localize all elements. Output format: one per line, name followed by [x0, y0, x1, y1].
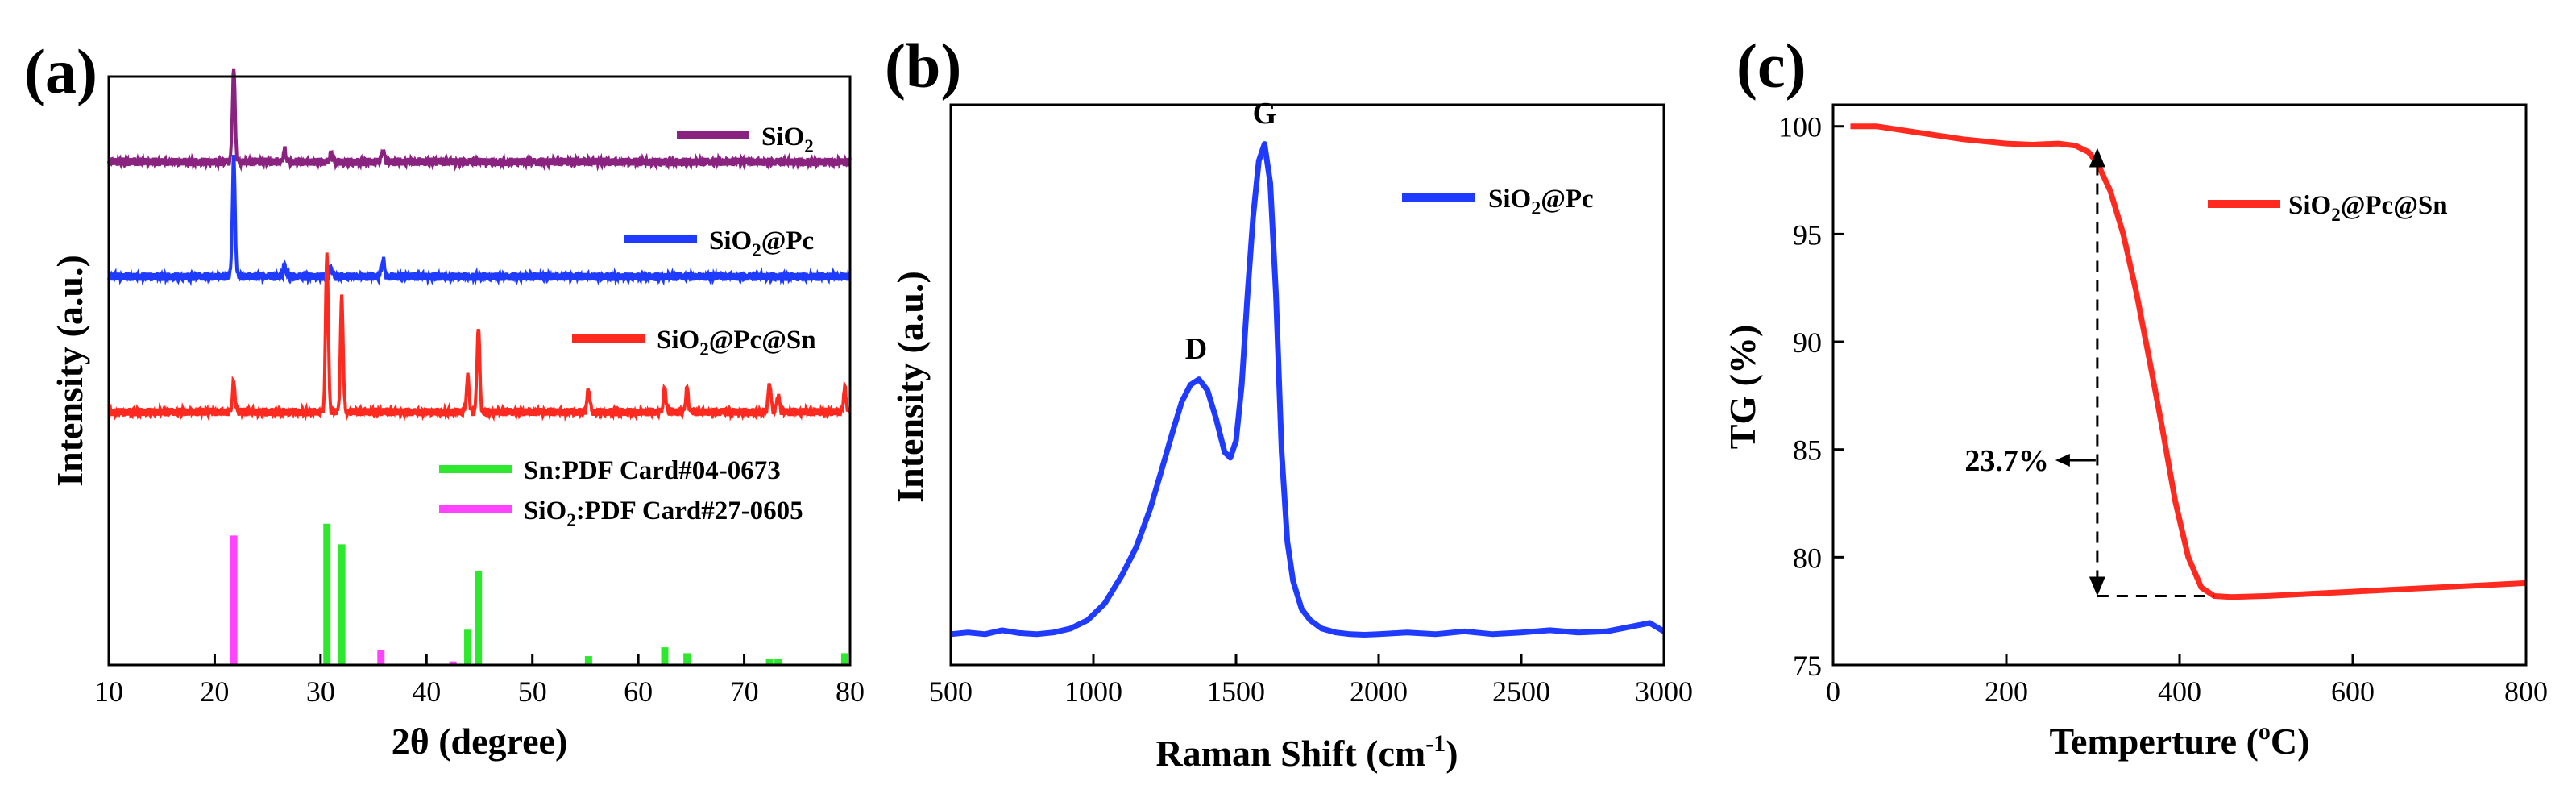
- a-x-tick-label: 70: [730, 675, 759, 708]
- b-series-group: [950, 141, 1665, 638]
- b-peak-label-g: G: [1253, 97, 1277, 131]
- c-legend-label: SiO2@Pc@Sn: [2288, 191, 2448, 225]
- panel-c-tg-chart: (c) 0 200 400 600 800 75 80 85 90 95 100 23.7% Te…: [1722, 31, 2548, 762]
- c-series-line-sio2pcsn: [1850, 123, 2527, 600]
- b-plot-frame: [949, 103, 1665, 667]
- c-arrow-head-up: [2089, 147, 2105, 168]
- a-x-tick-label: 50: [518, 675, 547, 708]
- c-x-ticks: 0 200 400 600 800: [1826, 654, 2548, 708]
- a-x-tick-label: 30: [306, 675, 335, 708]
- b-x-tick-label: 1000: [1064, 675, 1122, 708]
- b-x-tick-label: 1500: [1207, 675, 1265, 708]
- panel-label-c: (c): [1736, 31, 1807, 101]
- a-series-line-sio2: [107, 68, 852, 172]
- c-x-tick-label: 400: [2158, 675, 2201, 708]
- a-x-tick-label: 40: [412, 675, 441, 708]
- c-label-pointer-head: [2055, 454, 2070, 467]
- a-y-axis-title: Intensity (a.u.): [49, 255, 90, 487]
- b-legend-sio2pc: SiO2@Pc: [1402, 185, 1594, 219]
- c-y-axis-title: TG (%): [1722, 325, 1763, 450]
- c-legend-sio2pcsn: SiO2@Pc@Sn: [2208, 191, 2448, 225]
- a-legend-sio2pcsn: SiO2@Pc@Sn: [572, 326, 816, 359]
- a-legend-label-sio2pcsn: SiO2@Pc@Sn: [657, 326, 816, 359]
- b-peak-label-d: D: [1185, 332, 1207, 366]
- panel-label-a: (a): [24, 36, 97, 106]
- c-plot-frame: [1831, 103, 2528, 667]
- a-legend-sio2-ref: SiO2:PDF Card#27-0605: [439, 496, 803, 530]
- c-y-tick-label: 85: [1793, 434, 1822, 467]
- a-x-ticks: 10 20 30 40 50 60 70 80: [94, 654, 865, 708]
- b-x-ticks: 500 1000 1500 2000 2500 3000: [929, 654, 1693, 708]
- b-x-tick-label: 2000: [1350, 675, 1408, 708]
- a-series-line-sio2pcsn: [107, 252, 851, 422]
- a-legend-label-sio2: SiO2: [761, 123, 814, 156]
- a-legend-label-sio2-ref: SiO2:PDF Card#27-0605: [524, 496, 803, 530]
- a-x-tick-label: 20: [200, 675, 229, 708]
- a-legend-sio2pc: SiO2@Pc: [624, 226, 814, 260]
- b-x-tick-label: 500: [929, 675, 973, 708]
- c-annotations: 23.7%: [1964, 444, 2049, 478]
- a-legend-sn-ref: Sn:PDF Card#04-0673: [439, 456, 781, 485]
- panel-label-b: (b): [885, 31, 961, 101]
- panel-b-raman-chart: (b) 500 1000 1500 2000 2500 3000 DG Raman Shi…: [885, 31, 1693, 774]
- b-x-tick-label: 2500: [1492, 675, 1550, 708]
- a-legend-sio2: SiO2: [677, 123, 814, 156]
- b-annotations: DG: [1185, 97, 1276, 366]
- panel-a-xrd-chart: (a) 10 20 30 40 50 60 70 80 2θ (degree) Intensi…: [24, 36, 865, 762]
- a-plot-frame: [107, 75, 852, 667]
- a-legend-label-sn-ref: Sn:PDF Card#04-0673: [524, 456, 781, 485]
- c-y-tick-label: 95: [1793, 218, 1822, 251]
- b-series-line-sio2pc: [950, 141, 1665, 638]
- c-x-tick-label: 200: [1985, 675, 2028, 708]
- b-x-axis-title: Raman Shift (cm-1): [1155, 730, 1458, 774]
- c-y-tick-label: 90: [1793, 326, 1822, 359]
- c-y-tick-label: 100: [1778, 111, 1822, 143]
- b-legend-label: SiO2@Pc: [1488, 185, 1594, 219]
- c-arrow-head-down: [2089, 576, 2105, 596]
- c-x-tick-label: 600: [2331, 675, 2375, 708]
- b-y-axis-title: Intensity (a.u.): [890, 271, 931, 503]
- c-y-tick-label: 80: [1793, 542, 1822, 574]
- a-x-axis-title: 2θ (degree): [392, 721, 568, 762]
- a-x-tick-label: 60: [624, 675, 653, 708]
- c-x-tick-label: 0: [1826, 675, 1840, 708]
- c-x-axis-title: Temperture (oC): [2050, 718, 2310, 762]
- a-x-tick-label: 80: [836, 675, 865, 708]
- c-y-ticks: 75 80 85 90 95 100: [1778, 111, 1844, 682]
- c-y-tick-label: 75: [1793, 650, 1822, 682]
- a-x-tick-label: 10: [94, 675, 123, 708]
- c-mass-loss-arrow: [2055, 147, 2214, 597]
- c-series-group: [1850, 123, 2527, 600]
- b-x-tick-label: 3000: [1635, 675, 1693, 708]
- a-series-line-sio2pc: [107, 155, 852, 287]
- c-mass-loss-label: 23.7%: [1964, 444, 2049, 478]
- a-series-group: [107, 68, 852, 665]
- c-x-tick-label: 800: [2504, 675, 2548, 708]
- a-legend-label-sio2pc: SiO2@Pc: [709, 226, 814, 260]
